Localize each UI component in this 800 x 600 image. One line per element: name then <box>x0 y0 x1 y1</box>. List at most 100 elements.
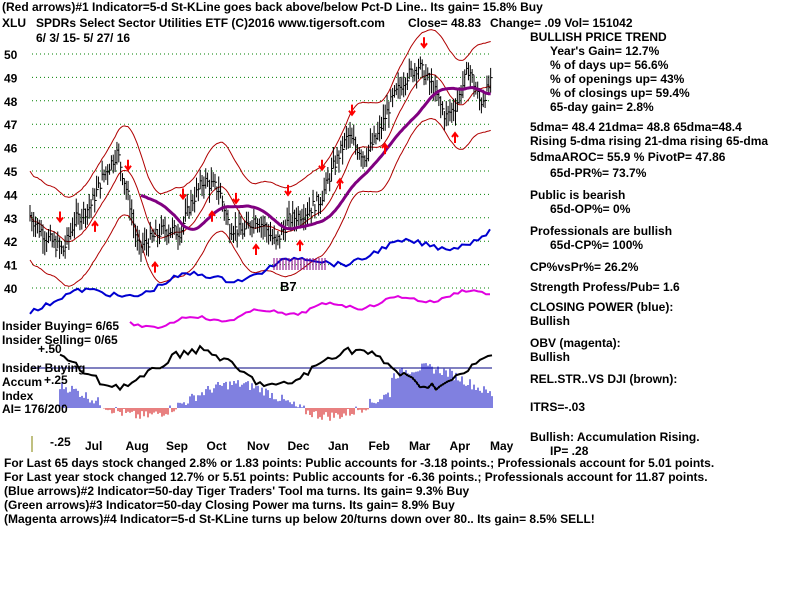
upper-band <box>29 29 491 198</box>
insider-buying-label: Insider Buying <box>2 361 86 375</box>
ai-value: AI= 176/200 <box>2 402 68 416</box>
ma-65 <box>140 85 491 231</box>
close-price: Close= 48.83 <box>408 16 482 30</box>
signal-arrow <box>451 131 459 143</box>
footer-line: (Blue arrows)#2 Indicator=50-day Tiger T… <box>4 484 470 498</box>
x-tick-label: Aug <box>126 439 149 453</box>
signal-arrows <box>56 37 459 273</box>
stat-line: % of openings up= 43% <box>550 72 685 86</box>
footer-line: (Green arrows)#3 Indicator=50-day Closin… <box>4 498 455 512</box>
stat-line: 65-day gain= 2.8% <box>550 100 654 114</box>
signal-arrow <box>151 260 159 273</box>
signal-arrow <box>284 184 292 197</box>
accum-plus25-label: +.25 <box>44 373 68 387</box>
y-tick-label: 46 <box>4 142 18 156</box>
b7-marker <box>273 258 326 270</box>
change-volume: Change= .09 Vol= 151042 <box>490 16 633 30</box>
footer-line: (Magenta arrows)#4 Indicator=5-d St-KLin… <box>4 512 595 526</box>
chart-title: SPDRs Select Sector Utilities ETF (C)201… <box>36 16 385 30</box>
stat-line: 65d-PR%= 73.7% <box>550 166 647 180</box>
signal-arrow <box>91 220 99 232</box>
x-tick-labels: Jul Aug Sep Oct Nov Dec Jan Feb Mar Apr May <box>85 439 514 453</box>
mid-band <box>29 73 491 243</box>
accum-minus25-label: -.25 <box>50 435 71 449</box>
y-tick-label: 41 <box>4 259 18 273</box>
signal-arrow <box>296 239 304 252</box>
y-tick-label: 43 <box>4 212 18 226</box>
x-tick-label: Jul <box>85 439 102 453</box>
stat-line: 65d-CP%= 100% <box>550 238 644 252</box>
moving-average <box>140 85 491 231</box>
stat-line: Professionals are bullish <box>530 224 673 238</box>
footer-line: For Last 65 days stock changed 2.8% or 1… <box>4 456 715 470</box>
y-tick-label: 49 <box>4 71 18 85</box>
stat-line: % of days up= 56.6% <box>550 58 669 72</box>
x-tick-label: Oct <box>207 439 227 453</box>
stat-line: 65d-OP%= 0% <box>550 202 631 216</box>
y-tick-label: 40 <box>4 282 18 296</box>
lower-band <box>29 117 491 287</box>
date-range: 6/ 3/ 15- 5/ 27/ 16 <box>36 31 131 45</box>
stat-line: REL.STR..VS DJI (brown): <box>530 372 678 386</box>
signal-arrow <box>318 159 326 172</box>
signal-arrow <box>179 188 187 201</box>
footer-line: For Last year stock changed 12.7% or 5.5… <box>4 470 708 484</box>
stat-line: Public is bearish <box>530 188 626 202</box>
closing-power-line <box>29 228 491 315</box>
stat-line: OBV (magenta): <box>530 336 621 350</box>
accum-label: Accum <box>2 375 43 389</box>
stat-line: Bullish <box>530 350 571 364</box>
right-stats-panel: BULLISH PRICE TREND Year's Gain= 12.7%% o… <box>530 30 798 458</box>
indicator-1-caption: (Red arrows)#1 Indicator=5-d St-KLine go… <box>2 0 543 14</box>
signal-arrow <box>56 211 64 224</box>
y-tick-label: 47 <box>4 118 18 132</box>
stat-line: Bullish: Accumulation Rising. <box>530 430 700 444</box>
signal-arrow <box>420 37 428 49</box>
signal-arrow <box>381 142 389 155</box>
y-tick-label: 44 <box>4 188 18 202</box>
y-tick-label: 45 <box>4 165 18 179</box>
index-label: Index <box>2 389 34 403</box>
stat-line: Rising 5-dma rising 21-dma rising 65-dma <box>530 134 769 148</box>
obv-line <box>129 289 490 330</box>
insider-selling-count: Insider Selling= 0/65 <box>2 333 118 347</box>
stat-line: 5dmaAROC= 55.9 % PivotP= 47.86 <box>530 150 726 164</box>
stat-line: Bullish <box>530 314 571 328</box>
relative-strength-line <box>59 344 493 392</box>
x-tick-label: Dec <box>288 439 310 453</box>
x-tick-label: Feb <box>369 439 390 453</box>
stat-line: 5dma= 48.4 21dma= 48.8 65dma=48.4 <box>530 120 742 134</box>
x-tick-label: Mar <box>409 439 431 453</box>
stat-line: ITRS=-.03 <box>530 400 586 414</box>
b7-label: B7 <box>280 279 297 294</box>
signal-arrow <box>336 177 344 190</box>
accumulation-index <box>59 344 493 421</box>
obv <box>129 289 490 330</box>
stat-line: % of closings up= 59.4% <box>550 86 690 100</box>
insider-buying-count: Insider Buying= 6/65 <box>2 319 120 333</box>
x-tick-label: Apr <box>450 439 471 453</box>
stat-line: CLOSING POWER (blue): <box>530 300 674 314</box>
ticker-symbol: XLU <box>2 16 26 30</box>
signal-arrow <box>124 159 132 172</box>
x-tick-label: May <box>490 439 514 453</box>
stat-line: BULLISH PRICE TREND <box>530 30 667 44</box>
y-tick-labels: 40 41 42 43 44 45 46 47 48 49 50 <box>4 48 18 296</box>
x-tick-label: Jan <box>328 439 349 453</box>
stat-line: Strength Profess/Pub= 1.6 <box>530 280 680 294</box>
signal-arrow <box>252 243 260 255</box>
price-bars <box>29 56 493 262</box>
signal-arrow <box>232 192 240 205</box>
signal-arrow <box>348 104 356 117</box>
y-tick-label: 50 <box>4 48 18 62</box>
stat-line: CP%vsPr%= 26.2% <box>530 260 639 274</box>
accum-plus50-label: +.50 <box>38 342 62 356</box>
stat-line: Year's Gain= 12.7% <box>550 44 660 58</box>
price-bands <box>29 29 491 287</box>
x-tick-label: Sep <box>166 439 188 453</box>
footer-notes: For Last 65 days stock changed 2.8% or 1… <box>4 456 800 526</box>
x-tick-label: Nov <box>247 439 270 453</box>
y-tick-label: 42 <box>4 235 18 249</box>
signal-arrow <box>208 210 216 222</box>
